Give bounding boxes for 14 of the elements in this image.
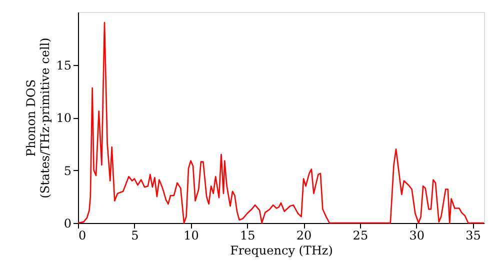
x-axis-title: Frequency (THz): [230, 244, 333, 258]
y-tick-label: 10: [56, 111, 72, 125]
y-axis-title: Phonon DOS (States/THz·primitive cell): [24, 38, 52, 198]
y-tick-label: 0: [64, 216, 72, 230]
y-tick-label: 5: [64, 164, 72, 178]
x-tick-label: 30: [409, 228, 424, 242]
x-tick-label: 10: [184, 228, 199, 242]
y-tick-label: 15: [56, 58, 72, 72]
x-tick-label: 15: [240, 228, 256, 242]
x-tick-label: 5: [131, 228, 139, 242]
x-tick-label: 20: [296, 228, 312, 242]
x-tick-label: 25: [352, 228, 368, 242]
x-tick-label: 35: [466, 228, 481, 242]
x-tick-label: 0: [78, 228, 86, 242]
